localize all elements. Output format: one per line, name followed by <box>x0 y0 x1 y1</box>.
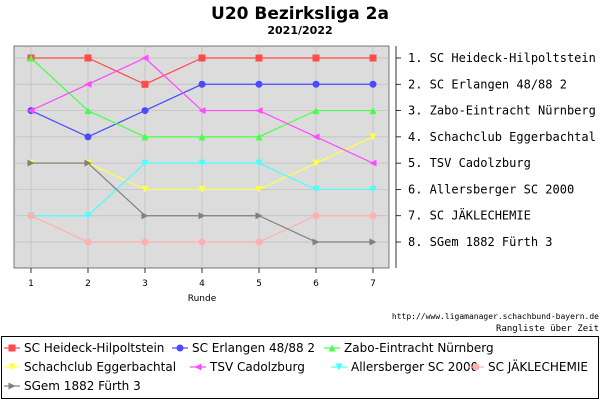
data-point <box>198 54 206 62</box>
data-point <box>141 212 149 220</box>
data-point <box>369 185 377 193</box>
legend-marker <box>8 344 16 352</box>
data-point <box>255 54 263 62</box>
data-point <box>198 80 206 88</box>
data-point <box>84 80 92 88</box>
legend-box <box>1 336 599 399</box>
data-point <box>369 238 377 246</box>
data-point <box>84 54 92 62</box>
data-point <box>255 80 263 88</box>
legend-label: SGem 1882 Fürth 3 <box>24 379 141 393</box>
legend-label: Allersberger SC 2000 <box>351 360 478 374</box>
data-point <box>198 238 206 246</box>
rank-label: 8. SGem 1882 Fürth 3 <box>408 235 553 249</box>
x-tick-label: 5 <box>256 279 262 289</box>
data-point <box>369 133 377 141</box>
legend-label: Schachclub Eggerbachtal <box>24 360 176 374</box>
data-point <box>369 54 377 62</box>
x-tick-label: 4 <box>199 279 205 289</box>
data-point <box>312 107 320 115</box>
data-point <box>27 54 35 62</box>
legend-label: SC Heideck-Hilpoltstein <box>24 341 164 355</box>
data-point <box>255 212 263 220</box>
data-point <box>141 54 149 62</box>
data-point <box>312 159 320 167</box>
data-point <box>198 159 206 167</box>
legend-marker <box>176 344 184 352</box>
data-point <box>255 133 263 141</box>
data-point <box>312 238 320 246</box>
rank-label: 2. SC Erlangen 48/88 2 <box>408 77 567 91</box>
data-point <box>369 80 377 88</box>
data-point <box>198 107 206 115</box>
x-tick-label: 2 <box>85 279 91 289</box>
x-axis: 1 2 3 4 5 6 7 <box>28 268 376 289</box>
data-point <box>312 80 320 88</box>
x-tick-label: 7 <box>370 279 376 289</box>
rank-label: 5. TSV Cadolzburg <box>408 156 531 170</box>
data-point <box>312 212 320 220</box>
data-point <box>84 238 92 246</box>
legend-marker <box>194 363 202 371</box>
data-point <box>312 185 320 193</box>
x-tick-label: 3 <box>142 279 148 289</box>
data-point <box>255 238 263 246</box>
legend-label: SC Erlangen 48/88 2 <box>192 341 315 355</box>
rank-label: 7. SC JÄKLECHEMIE <box>408 208 531 223</box>
data-point <box>84 212 92 220</box>
data-point <box>27 107 35 115</box>
data-point <box>198 185 206 193</box>
rank-labels: 1. SC Heideck-Hilpoltstein 2. SC Erlangen… <box>396 51 596 249</box>
data-point <box>141 185 149 193</box>
data-point <box>369 159 377 167</box>
chart-note: Rangliste über Zeit <box>496 324 599 334</box>
legend-label: TSV Cadolzburg <box>209 360 305 374</box>
data-point <box>27 159 35 167</box>
data-point <box>369 212 377 220</box>
rank-label: 1. SC Heideck-Hilpoltstein <box>408 51 596 65</box>
legend-marker <box>472 363 480 371</box>
data-point <box>141 238 149 246</box>
data-point <box>312 133 320 141</box>
data-point <box>255 107 263 115</box>
data-point <box>141 133 149 141</box>
data-point <box>27 212 35 220</box>
x-tick-label: 1 <box>28 279 34 289</box>
rank-label: 6. Allersberger SC 2000 <box>408 182 574 196</box>
x-tick-label: 6 <box>313 279 319 289</box>
series-markers <box>27 54 377 246</box>
x-axis-label: Runde <box>188 294 217 304</box>
data-point <box>84 107 92 115</box>
data-point <box>84 133 92 141</box>
legend: SC Heideck-Hilpoltstein SC Erlangen 48/88… <box>4 341 588 393</box>
data-point <box>198 212 206 220</box>
legend-marker <box>8 363 16 371</box>
rank-label: 4. Schachclub Eggerbachtal <box>408 130 596 144</box>
source-url: http://www.ligamanager.schachbund-bayern… <box>392 312 599 321</box>
chart-subtitle: 2021/2022 <box>267 24 332 37</box>
legend-marker <box>328 344 336 352</box>
legend-label: SC JÄKLECHEMIE <box>488 359 588 374</box>
legend-marker <box>8 382 16 390</box>
plot-area <box>13 45 390 269</box>
data-point <box>255 185 263 193</box>
data-point <box>255 159 263 167</box>
data-point <box>141 159 149 167</box>
legend-label: Zabo-Eintracht Nürnberg <box>344 341 494 355</box>
rank-label: 3. Zabo-Eintracht Nürnberg <box>408 104 596 118</box>
chart-title: U20 Bezirksliga 2a <box>211 4 389 24</box>
data-point <box>198 133 206 141</box>
data-point <box>141 107 149 115</box>
data-point <box>312 54 320 62</box>
data-point <box>141 80 149 88</box>
data-point <box>369 107 377 115</box>
data-point <box>84 159 92 167</box>
legend-marker <box>335 363 343 371</box>
